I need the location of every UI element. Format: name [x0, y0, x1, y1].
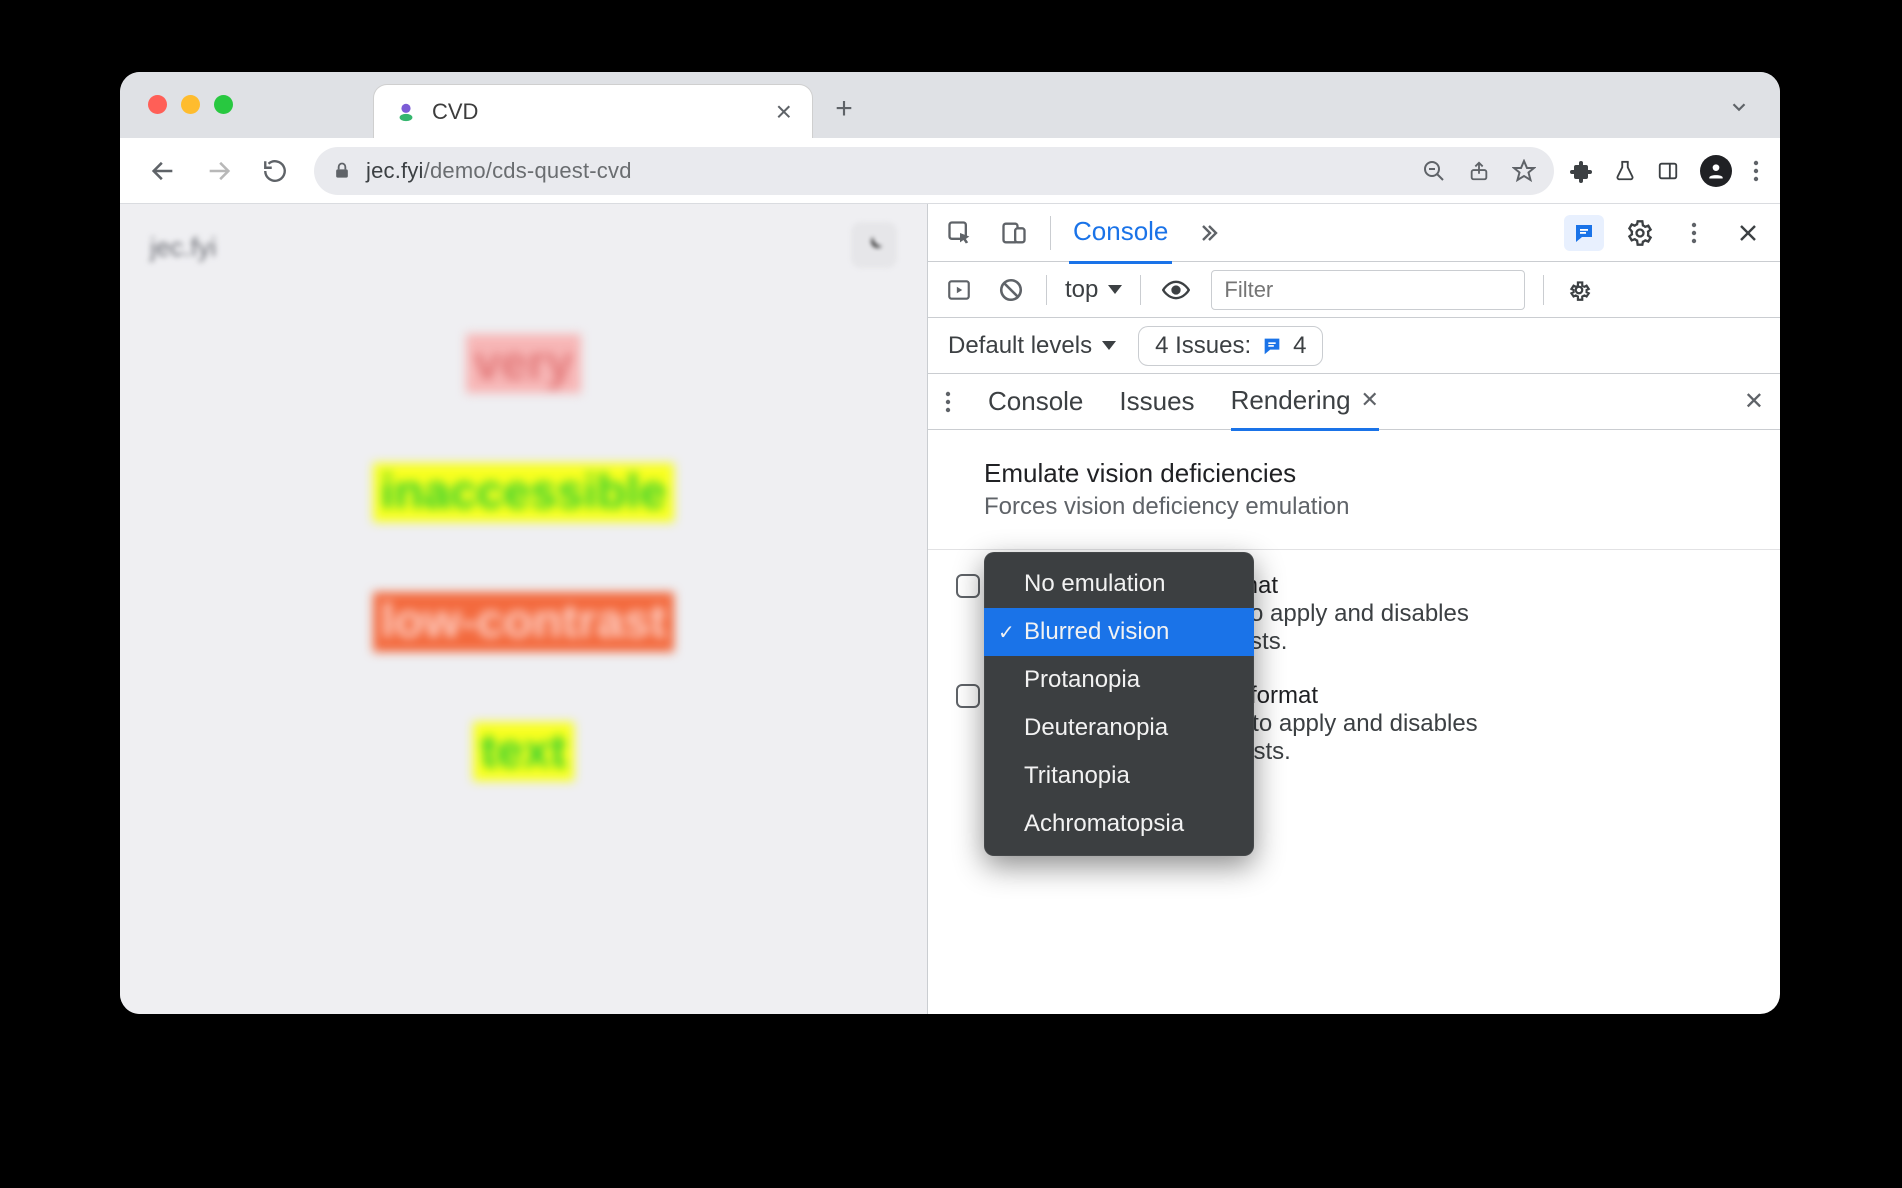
- context-selector[interactable]: top: [1065, 276, 1122, 304]
- new-tab-button[interactable]: +: [819, 92, 869, 126]
- demo-word: inaccessible: [373, 463, 675, 522]
- console-filter-input[interactable]: [1211, 270, 1525, 310]
- checkbox[interactable]: [956, 684, 980, 708]
- device-toolbar-icon[interactable]: [996, 215, 1032, 251]
- devtools-tab-console[interactable]: Console: [1069, 202, 1172, 264]
- bookmark-star-icon[interactable]: [1512, 159, 1536, 183]
- section-title: Emulate vision deficiencies: [984, 458, 1750, 489]
- vision-deficiency-dropdown[interactable]: No emulationBlurred visionProtanopiaDeut…: [984, 552, 1254, 856]
- drawer-tab-rendering[interactable]: Rendering✕: [1231, 373, 1379, 431]
- option-fragment: format: [1250, 682, 1318, 709]
- tab-close-button[interactable]: ×: [776, 98, 792, 126]
- drawer-menu-icon[interactable]: [944, 389, 952, 415]
- lock-icon: [332, 161, 352, 181]
- demo-word: low-contrast: [373, 592, 674, 651]
- dropdown-item[interactable]: Protanopia: [984, 656, 1254, 704]
- maximize-window-button[interactable]: [214, 95, 233, 114]
- window-controls: [148, 95, 233, 114]
- chevron-down-icon: [1102, 341, 1116, 350]
- demo-word: very: [466, 334, 581, 393]
- browser-tab[interactable]: CVD ×: [373, 84, 813, 138]
- back-button[interactable]: [140, 148, 186, 194]
- sidepanel-icon[interactable]: [1656, 160, 1680, 182]
- browser-toolbar: jec.fyi/demo/cds-quest-cvd: [120, 138, 1780, 204]
- minimize-window-button[interactable]: [181, 95, 200, 114]
- checkbox[interactable]: [956, 574, 980, 598]
- dropdown-item[interactable]: Deuteranopia: [984, 704, 1254, 752]
- page-viewport: jec.fyi very inaccessible low-contrast text: [120, 204, 927, 1014]
- dropdown-item[interactable]: No emulation: [984, 560, 1254, 608]
- clear-console-icon[interactable]: [994, 273, 1028, 307]
- issues-chat-icon[interactable]: [1564, 215, 1604, 251]
- devtools-menu-icon[interactable]: [1676, 215, 1712, 251]
- reload-button[interactable]: [252, 148, 298, 194]
- issues-label: 4 Issues:: [1155, 332, 1251, 360]
- dropdown-item[interactable]: Tritanopia: [984, 752, 1254, 800]
- tabs-menu-button[interactable]: [1728, 96, 1750, 118]
- share-icon[interactable]: [1468, 160, 1490, 182]
- issues-count: 4: [1293, 332, 1306, 360]
- rendering-panel: Emulate vision deficiencies Forces visio…: [928, 430, 1780, 1014]
- content-area: jec.fyi very inaccessible low-contrast text…: [120, 204, 1780, 1014]
- chevron-down-icon: [1108, 285, 1122, 294]
- close-window-button[interactable]: [148, 95, 167, 114]
- divider: [928, 549, 1780, 550]
- live-expression-eye-icon[interactable]: [1159, 273, 1193, 307]
- devtools-panel: Console top Default levels: [927, 204, 1780, 1014]
- close-icon[interactable]: ✕: [1361, 387, 1379, 413]
- devtools-main-toolbar: Console: [928, 204, 1780, 262]
- extensions-icon[interactable]: [1570, 159, 1594, 183]
- console-settings-gear-icon[interactable]: [1562, 273, 1596, 307]
- console-sidebar-toggle-icon[interactable]: [942, 273, 976, 307]
- issues-pill[interactable]: 4 Issues: 4: [1138, 326, 1323, 366]
- inspect-element-icon[interactable]: [942, 215, 978, 251]
- browser-window: CVD × + jec.fyi/demo/cds-quest-cvd: [120, 72, 1780, 1014]
- tab-title: CVD: [432, 99, 478, 125]
- more-tabs-icon[interactable]: [1190, 215, 1226, 251]
- browser-menu-icon[interactable]: [1752, 159, 1760, 183]
- section-subtitle: Forces vision deficiency emulation: [984, 493, 1750, 521]
- dropdown-item[interactable]: Achromatopsia: [984, 800, 1254, 848]
- labs-icon[interactable]: [1614, 159, 1636, 183]
- drawer-tab-issues[interactable]: Issues: [1119, 374, 1194, 429]
- devtools-close-icon[interactable]: [1730, 215, 1766, 251]
- favicon-icon: [394, 100, 418, 124]
- devtools-drawer-tabs: Console Issues Rendering✕ ✕: [928, 374, 1780, 430]
- toolbar-right: [1570, 155, 1760, 187]
- drawer-tab-console[interactable]: Console: [988, 374, 1083, 429]
- site-header-label: jec.fyi: [150, 232, 216, 263]
- profile-avatar[interactable]: [1700, 155, 1732, 187]
- settings-gear-icon[interactable]: [1622, 215, 1658, 251]
- url-text: jec.fyi/demo/cds-quest-cvd: [366, 158, 632, 184]
- zoom-out-icon[interactable]: [1422, 159, 1446, 183]
- tab-strip: CVD × +: [120, 72, 1780, 138]
- forward-button[interactable]: [196, 148, 242, 194]
- address-bar[interactable]: jec.fyi/demo/cds-quest-cvd: [314, 147, 1554, 195]
- console-toolbar: top: [928, 262, 1780, 318]
- issues-chat-icon: [1261, 335, 1283, 357]
- console-filter-bar: Default levels 4 Issues: 4: [928, 318, 1780, 374]
- demo-word: text: [473, 722, 574, 781]
- log-levels-selector[interactable]: Default levels: [948, 332, 1116, 360]
- demo-word-stack: very inaccessible low-contrast text: [120, 334, 927, 781]
- omnibox-actions: [1422, 159, 1536, 183]
- theme-toggle-button[interactable]: [851, 222, 897, 268]
- drawer-close-icon[interactable]: ✕: [1744, 387, 1764, 416]
- dropdown-item[interactable]: Blurred vision: [984, 608, 1254, 656]
